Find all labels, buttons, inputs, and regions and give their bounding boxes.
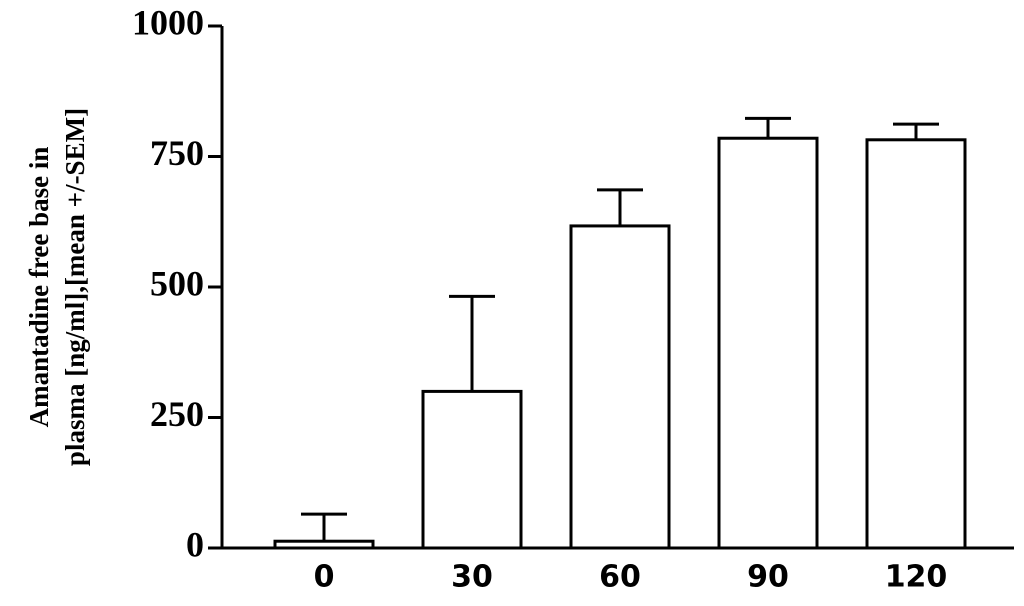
bar: [569, 224, 671, 550]
y-label-line: plasma [ng/ml],[mean +/-SEM]: [60, 108, 90, 466]
x-tick-label: 60: [599, 560, 641, 595]
x-tick-label: 120: [885, 560, 948, 595]
bar: [273, 539, 375, 550]
bar: [865, 138, 967, 550]
x-tick-label: 90: [747, 560, 789, 595]
x-tick-label: 0: [314, 560, 335, 595]
x-tick-label: 30: [451, 560, 493, 595]
y-axis-title: Amantadine free base in plasma [ng/ml],[…: [24, 108, 90, 466]
y-tick-label: 250: [150, 394, 204, 434]
bar: [421, 389, 523, 550]
y-label-line: Amantadine free base in: [24, 147, 54, 428]
y-tick-label: 500: [150, 263, 204, 303]
y-tick-label: 750: [150, 133, 204, 173]
bar: [717, 136, 819, 550]
y-tick-label: 1000: [132, 2, 204, 42]
y-tick-label: 0: [186, 524, 204, 564]
